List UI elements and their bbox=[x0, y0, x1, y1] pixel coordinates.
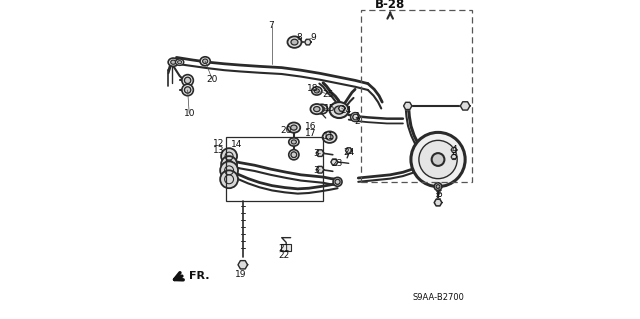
Circle shape bbox=[184, 77, 191, 84]
Text: 12: 12 bbox=[213, 139, 224, 148]
Text: 3: 3 bbox=[314, 166, 319, 175]
Text: 23: 23 bbox=[331, 159, 342, 168]
Circle shape bbox=[291, 152, 297, 158]
Bar bbox=[362, 10, 472, 182]
Ellipse shape bbox=[289, 138, 299, 146]
Ellipse shape bbox=[310, 104, 323, 114]
Polygon shape bbox=[238, 261, 248, 269]
Text: 10: 10 bbox=[184, 109, 195, 118]
Circle shape bbox=[182, 75, 193, 86]
Text: 6: 6 bbox=[436, 190, 442, 199]
Text: 3: 3 bbox=[314, 149, 319, 158]
Text: 24: 24 bbox=[344, 148, 355, 157]
Ellipse shape bbox=[291, 125, 297, 130]
Text: 24: 24 bbox=[340, 106, 351, 115]
Ellipse shape bbox=[287, 36, 301, 48]
Text: 2: 2 bbox=[355, 117, 360, 126]
Text: FR.: FR. bbox=[189, 271, 210, 281]
Circle shape bbox=[353, 115, 358, 120]
Circle shape bbox=[182, 84, 193, 96]
Polygon shape bbox=[434, 199, 442, 206]
Polygon shape bbox=[353, 114, 359, 120]
Ellipse shape bbox=[326, 134, 333, 140]
Polygon shape bbox=[404, 102, 412, 109]
Text: 16: 16 bbox=[305, 122, 317, 130]
Ellipse shape bbox=[323, 131, 337, 143]
Text: 1: 1 bbox=[355, 112, 360, 121]
Circle shape bbox=[333, 177, 342, 186]
Text: S9AA-B2700: S9AA-B2700 bbox=[412, 293, 464, 302]
Circle shape bbox=[436, 185, 440, 189]
Ellipse shape bbox=[319, 107, 324, 112]
Text: 15: 15 bbox=[324, 104, 335, 113]
Ellipse shape bbox=[287, 122, 300, 133]
Ellipse shape bbox=[314, 89, 319, 93]
Circle shape bbox=[351, 113, 360, 122]
Text: 20: 20 bbox=[280, 126, 291, 135]
Ellipse shape bbox=[200, 57, 211, 66]
Circle shape bbox=[220, 161, 238, 179]
Ellipse shape bbox=[312, 87, 322, 95]
Circle shape bbox=[184, 87, 191, 93]
Text: 25: 25 bbox=[323, 90, 334, 99]
Circle shape bbox=[220, 170, 238, 188]
Circle shape bbox=[335, 179, 340, 184]
Ellipse shape bbox=[334, 106, 344, 114]
Text: 20: 20 bbox=[207, 75, 218, 84]
Bar bbox=[226, 137, 323, 201]
Text: 9: 9 bbox=[310, 33, 316, 42]
Text: 17: 17 bbox=[305, 129, 317, 138]
Text: 5: 5 bbox=[451, 152, 457, 161]
Text: 14: 14 bbox=[231, 140, 242, 149]
Ellipse shape bbox=[314, 107, 320, 112]
Text: 19: 19 bbox=[235, 271, 246, 279]
Polygon shape bbox=[305, 39, 311, 45]
Bar bbox=[281, 244, 291, 251]
Circle shape bbox=[289, 150, 299, 160]
Circle shape bbox=[419, 140, 457, 179]
Circle shape bbox=[221, 156, 237, 172]
Polygon shape bbox=[460, 102, 470, 110]
Ellipse shape bbox=[171, 60, 176, 64]
Ellipse shape bbox=[330, 102, 349, 118]
Circle shape bbox=[434, 183, 442, 190]
Polygon shape bbox=[331, 159, 338, 165]
Polygon shape bbox=[346, 148, 352, 153]
Text: 18: 18 bbox=[307, 84, 318, 93]
Polygon shape bbox=[451, 147, 457, 152]
Ellipse shape bbox=[168, 58, 179, 66]
Text: 21: 21 bbox=[278, 244, 290, 253]
Circle shape bbox=[221, 148, 237, 164]
Text: 4: 4 bbox=[451, 145, 457, 154]
Polygon shape bbox=[451, 154, 457, 160]
Ellipse shape bbox=[291, 39, 298, 45]
Ellipse shape bbox=[175, 59, 184, 65]
Text: 22: 22 bbox=[278, 251, 290, 260]
Circle shape bbox=[411, 132, 465, 187]
Circle shape bbox=[431, 153, 444, 166]
Ellipse shape bbox=[203, 59, 208, 63]
Ellipse shape bbox=[316, 104, 328, 114]
Ellipse shape bbox=[291, 140, 296, 144]
Text: 13: 13 bbox=[213, 146, 224, 155]
Ellipse shape bbox=[177, 61, 182, 64]
Text: 8: 8 bbox=[296, 33, 302, 42]
Text: 7: 7 bbox=[269, 21, 275, 30]
Text: 11: 11 bbox=[323, 132, 335, 141]
Polygon shape bbox=[316, 167, 324, 173]
Polygon shape bbox=[339, 106, 345, 111]
Polygon shape bbox=[316, 150, 324, 156]
Text: B-28: B-28 bbox=[375, 0, 405, 11]
